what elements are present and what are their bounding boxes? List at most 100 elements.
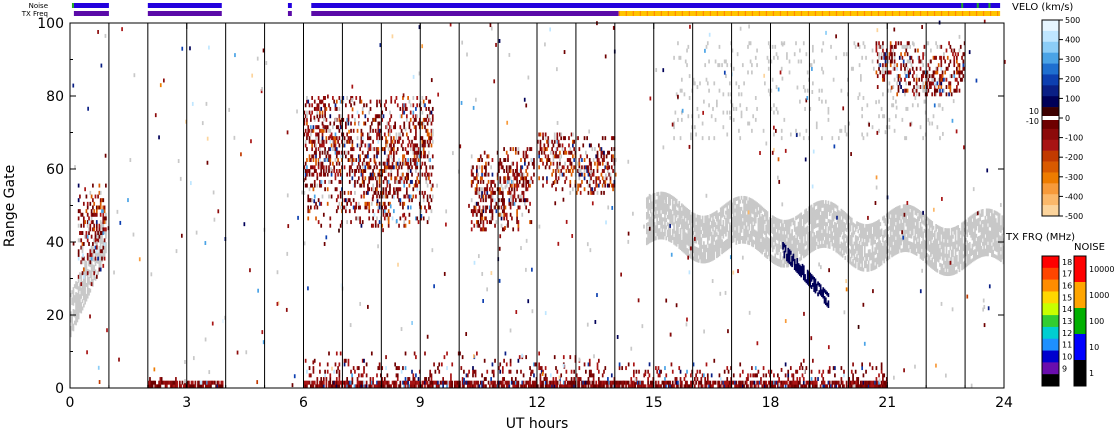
ground-scatter-cell (732, 198, 735, 203)
ground-scatter-cell (975, 211, 978, 216)
velocity-cell (412, 114, 415, 119)
ground-scatter-cell (717, 224, 720, 228)
ground-scatter-cell (649, 216, 652, 221)
velocity-cell (474, 190, 477, 195)
velocity-cell (354, 179, 356, 184)
ground-scatter-cell (939, 270, 941, 275)
ground-scatter-cell (692, 81, 695, 86)
ground-scatter-cell (954, 226, 957, 231)
ground-scatter-cell (901, 44, 904, 49)
ground-scatter-cell (857, 96, 860, 100)
velocity-cell (420, 209, 422, 214)
ground-scatter-cell (974, 216, 976, 221)
ground-scatter-cell (862, 238, 865, 243)
ground-scatter-cell (1000, 247, 1002, 252)
ground-scatter-cell (897, 205, 900, 210)
ground-scatter-cell (813, 246, 816, 251)
velocity-cell (501, 201, 504, 206)
ground-scatter-cell (845, 132, 848, 137)
velocity-cell (476, 183, 478, 188)
velocity-cell (383, 161, 386, 166)
ground-scatter-cell (796, 255, 799, 260)
ground-scatter-cell (800, 59, 803, 64)
ground-scatter-cell (972, 239, 975, 244)
ground-scatter-cell (883, 219, 886, 224)
ground-scatter-cell (105, 242, 107, 246)
ground-scatter-cell (862, 234, 865, 239)
ground-scatter-cell (696, 85, 699, 89)
ground-scatter-cell (723, 226, 726, 231)
ground-scatter-cell (882, 253, 884, 257)
velocity-cell (345, 198, 347, 203)
ground-scatter-cell (936, 250, 939, 255)
ground-scatter-cell (686, 211, 688, 216)
velocity-cell (426, 132, 429, 137)
velocity-cell (365, 190, 368, 195)
ground-scatter-cell (82, 303, 85, 308)
velocity-cell (413, 143, 416, 148)
ground-scatter-cell (948, 250, 950, 255)
ground-scatter-cell (862, 227, 865, 232)
ground-scatter-cell (880, 254, 883, 258)
ground-scatter-cell (944, 253, 947, 258)
ground-scatter-cell (988, 215, 991, 220)
velocity-cell (408, 198, 411, 203)
ground-scatter-cell (845, 249, 848, 254)
velocity-cell (93, 201, 96, 206)
velocity-cell (408, 121, 411, 126)
ground-scatter-cell (725, 74, 727, 79)
ground-scatter-cell (693, 228, 696, 232)
ground-scatter-cell (757, 247, 760, 252)
ground-scatter-cell (854, 224, 857, 229)
ground-scatter-cell (858, 222, 861, 227)
ground-scatter-cell (854, 264, 857, 269)
ground-scatter-cell (809, 106, 812, 111)
velocity-cell (329, 128, 332, 133)
ground-scatter-cell (839, 214, 841, 219)
velocity-cell (319, 114, 321, 119)
ground-scatter-cell (766, 247, 769, 252)
velocity-cell (385, 125, 387, 130)
txfreq-status-tick (786, 11, 789, 16)
velocity-cell (393, 147, 395, 152)
ground-scatter-cell (981, 209, 984, 213)
ground-scatter-cell (657, 221, 660, 225)
ground-scatter-cell (661, 224, 664, 229)
ground-scatter-cell (821, 203, 823, 208)
ground-scatter-cell (718, 252, 721, 257)
ground-scatter-cell (920, 59, 923, 64)
ground-scatter-cell (968, 220, 971, 225)
velocity-cell (400, 165, 403, 170)
ground-scatter-cell (94, 251, 97, 256)
ground-scatter-cell (95, 251, 98, 256)
ground-scatter-cell (813, 232, 816, 237)
ground-scatter-cell (692, 212, 695, 217)
ground-scatter-cell (679, 235, 682, 240)
ground-scatter-cell (827, 229, 830, 234)
ground-scatter-cell (852, 222, 854, 227)
ground-scatter-cell (1000, 236, 1002, 241)
ground-scatter-cell (908, 248, 910, 253)
ground-scatter-cell (752, 114, 755, 119)
velocity-cell (508, 190, 511, 195)
ground-scatter-cell (898, 245, 901, 250)
ground-scatter-cell (716, 99, 718, 104)
ground-scatter-cell (810, 211, 813, 216)
velocity-cell (101, 198, 103, 203)
txfreq-status-tick (989, 11, 992, 16)
ground-scatter-cell (709, 246, 712, 251)
velocity-cell (369, 128, 372, 133)
ground-scatter-cell (967, 224, 970, 229)
ground-scatter-cell (904, 207, 906, 212)
ground-scatter-cell (985, 212, 988, 217)
velocity-cell (95, 227, 98, 232)
velocity-cell (514, 198, 517, 203)
velocity-cell (411, 172, 413, 177)
ground-scatter-cell (741, 236, 744, 240)
ground-scatter-cell (980, 209, 983, 214)
ground-scatter-cell (926, 242, 928, 247)
velocity-cell (360, 194, 363, 199)
ground-scatter-cell (981, 212, 984, 217)
velocity-cell (306, 117, 308, 122)
ground-scatter-cell (893, 55, 896, 60)
